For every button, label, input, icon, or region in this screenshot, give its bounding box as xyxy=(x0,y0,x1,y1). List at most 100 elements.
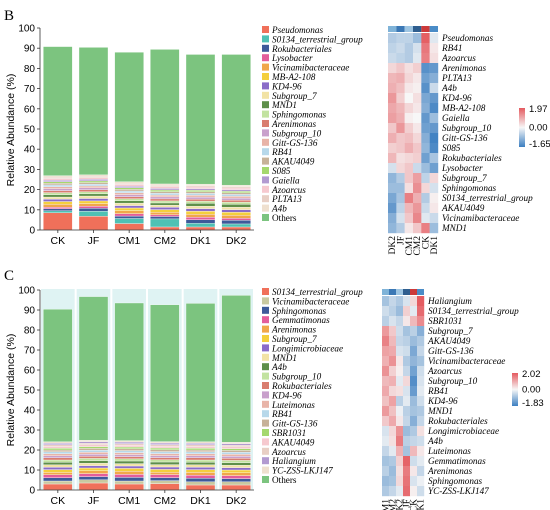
bar-segment xyxy=(78,454,109,457)
heatmap-cell xyxy=(403,446,411,457)
legend-label: Vicinamibacteraceae xyxy=(272,296,349,306)
heatmap-row-label: S0134_terrestrial_group xyxy=(442,193,533,203)
bar-segment xyxy=(43,477,73,482)
bar-segment xyxy=(150,194,180,198)
bar-segment xyxy=(221,443,251,446)
bar-segment xyxy=(150,459,180,463)
x-tick-label: DK1 xyxy=(190,235,211,247)
legend-label: KD4-96 xyxy=(271,390,302,400)
bar-segment xyxy=(150,196,180,200)
bar-segment xyxy=(43,206,73,209)
legend-swatch xyxy=(262,372,269,380)
heatmap-cell xyxy=(396,143,405,154)
colorbar-tick-label: 0.00 xyxy=(522,385,541,396)
heatmap-column-label: DK2 xyxy=(388,236,398,255)
legend-swatch xyxy=(262,138,269,146)
bar-segment xyxy=(78,174,109,177)
heatmap-row-label: SBR1031 xyxy=(428,316,462,326)
heatmap-cell xyxy=(417,436,425,447)
heatmap-cell xyxy=(421,143,430,154)
heatmap-row-label: YC-ZSS-LKJ147 xyxy=(428,486,489,496)
bar-segment xyxy=(114,210,144,214)
legend-swatch xyxy=(262,44,269,52)
bar-segment xyxy=(185,223,216,228)
bar-segment xyxy=(185,457,216,461)
bar-segment xyxy=(78,183,109,187)
y-tick-label: 0 xyxy=(29,226,35,237)
heatmap-cell xyxy=(404,193,414,204)
heatmap-cell xyxy=(410,486,418,497)
bar-segment xyxy=(78,177,109,180)
bar-segment xyxy=(150,472,180,475)
bar-segment xyxy=(43,483,73,491)
heatmap-cell xyxy=(417,366,425,377)
bar-segment xyxy=(221,452,251,455)
legend-label: Pseudomonas xyxy=(271,25,323,35)
bar-segment xyxy=(78,444,109,447)
column-cluster-band xyxy=(429,26,438,32)
bar-segment xyxy=(78,470,109,474)
heatmap-cell xyxy=(389,466,397,477)
bar-segment xyxy=(221,187,251,190)
bar-segment xyxy=(114,483,144,491)
heatmap-cell xyxy=(389,456,397,467)
heatmap-cell xyxy=(389,336,397,347)
heatmap-cell xyxy=(421,73,430,84)
heatmap-cell xyxy=(388,213,397,224)
heatmap-cell xyxy=(403,376,411,387)
heatmap-cell xyxy=(417,466,425,477)
heatmap-cell xyxy=(429,103,439,114)
legend-label: S0134_terrestrial_group xyxy=(272,287,363,297)
heatmap-cell xyxy=(403,316,411,327)
bar-segment xyxy=(43,210,73,214)
heatmap-cell xyxy=(429,153,439,164)
heatmap-cell xyxy=(389,296,397,307)
legend-label: S085 xyxy=(272,166,291,176)
legend-label: Others xyxy=(272,213,297,223)
bar-segment xyxy=(221,226,251,231)
heatmap-cell xyxy=(388,83,397,94)
bar-segment xyxy=(150,212,180,216)
bar-segment xyxy=(78,176,109,178)
heatmap-cell xyxy=(396,123,405,134)
bar-segment xyxy=(114,477,144,482)
legend-label: A4b xyxy=(271,362,287,372)
bar-segment xyxy=(114,465,144,469)
heatmap-cell xyxy=(404,53,414,64)
heatmap-cell xyxy=(410,326,418,337)
heatmap-row-label: MND1 xyxy=(441,223,467,233)
heatmap-column-label: JF xyxy=(403,499,413,508)
bar-segment xyxy=(43,212,73,231)
bar-segment xyxy=(221,445,251,447)
heatmap-row-label: Pseudomonas xyxy=(441,33,493,43)
heatmap-cell xyxy=(396,53,405,64)
heatmap-row-label: Arenimonas xyxy=(427,466,472,476)
bar-segment xyxy=(185,472,216,476)
heatmap-cell xyxy=(404,123,414,134)
heatmap-cell xyxy=(396,346,404,357)
bar-segment xyxy=(78,456,109,459)
heatmap-row-label: MND1 xyxy=(427,406,453,416)
bar-segment xyxy=(221,191,251,194)
bar-segment xyxy=(150,198,180,202)
bar-segment xyxy=(43,208,73,211)
heatmap-cell xyxy=(429,183,439,194)
bar-segment xyxy=(78,448,109,451)
heatmap-cell xyxy=(382,416,390,427)
bar-segment xyxy=(114,182,144,185)
bar-segment xyxy=(185,444,216,447)
y-tick-label: 40 xyxy=(24,406,36,417)
bar-segment xyxy=(43,480,73,485)
bar-segment xyxy=(43,192,73,195)
x-tick-label: CM2 xyxy=(154,495,176,507)
heatmap-cell xyxy=(413,133,422,144)
y-tick-label: 60 xyxy=(24,366,36,377)
legend-swatch xyxy=(262,306,269,314)
y-tick-label: 20 xyxy=(24,446,36,457)
heatmap-cell xyxy=(413,123,422,134)
bar-segment xyxy=(43,190,73,193)
bar-segment xyxy=(114,189,144,192)
bar-segment xyxy=(114,456,144,459)
legend-swatch xyxy=(262,101,269,109)
